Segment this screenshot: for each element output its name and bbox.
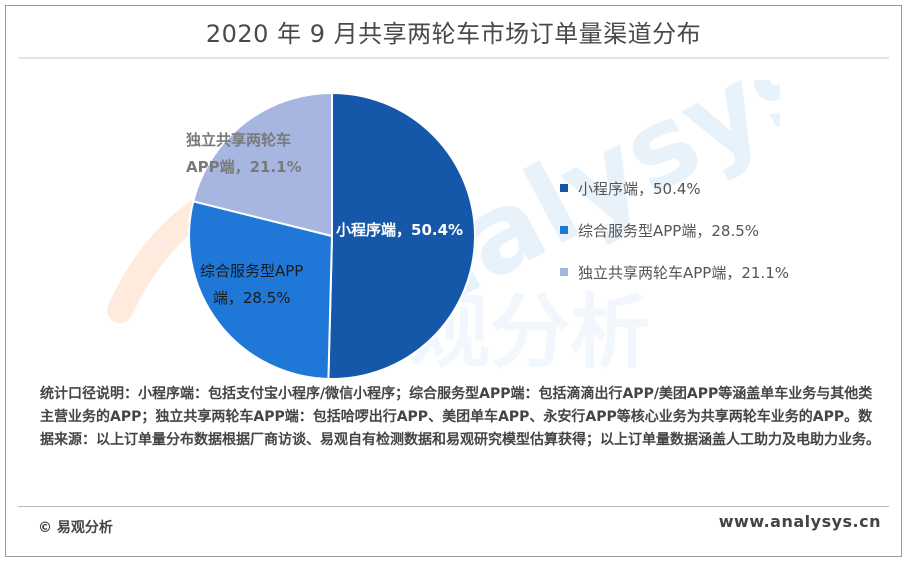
legend-label: 小程序端，50.4% [578,180,701,198]
slice-label-mini-program: 小程序端，50.4% [336,217,463,244]
footer-divider [18,506,889,507]
legend-label: 独立共享两轮车APP端，21.1% [578,264,790,282]
slice-label-standalone-app: 独立共享两轮车 APP端，21.1% [186,127,302,181]
slice-label-line: 综合服务型APP [200,262,304,280]
slice-label-line: 小程序端，50.4% [336,221,464,239]
legend-swatch [560,184,568,192]
legend-label: 综合服务型APP端，28.5% [578,222,760,240]
website-link[interactable]: www.analysys.cn [718,512,881,531]
legend-swatch [560,268,568,276]
pie-slice-mini-program [327,91,476,380]
copyright-text: © 易观分析 [38,520,113,536]
slice-label-line: 独立共享两轮车 [186,131,292,149]
pie-slice-integrated-app [188,200,334,380]
title-divider [18,57,889,59]
methodology-note: 统计口径说明：小程序端：包括支付宝小程序/微信小程序；综合服务型APP端：包括滴… [40,386,880,448]
slice-label-line: APP端，21.1% [186,158,302,176]
slice-label-integrated-app: 综合服务型APP 端，28.5% [200,258,303,312]
slice-label-line: 端，28.5% [212,289,291,307]
pie-slice-standalone-app [192,91,333,238]
legend-swatch [560,226,568,234]
chart-title: 2020 年 9 月共享两轮车市场订单量渠道分布 [205,20,702,48]
